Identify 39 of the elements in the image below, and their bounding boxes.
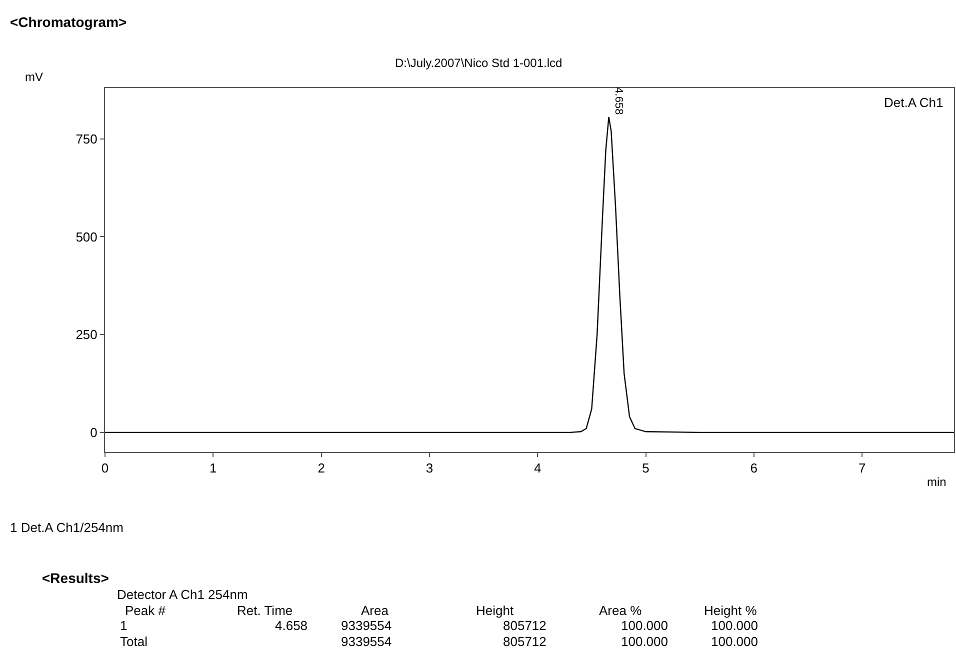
y-axis-title: mV (25, 70, 43, 84)
chart-subtitle: D:\July.2007\Nico Std 1-001.lcd (395, 56, 562, 70)
text: <Results> (42, 570, 109, 586)
text: Peak # (125, 603, 166, 618)
x-tick-label: 7 (858, 460, 866, 476)
text: Area % (599, 603, 642, 618)
text: 100.000 (711, 618, 758, 633)
text: 100.000 (621, 634, 668, 649)
text: Ret. Time (237, 603, 293, 618)
text: Detector A Ch1 254nm (117, 587, 248, 602)
y-tick-label: 0 (90, 424, 98, 440)
text: 805712 (503, 618, 546, 633)
y-tick-label: 250 (76, 327, 98, 342)
annotation: 4.658 (612, 87, 625, 115)
text: 100.000 (621, 618, 668, 633)
text: 1 Det.A Ch1/254nm (10, 520, 124, 535)
y-tick-label: 500 (76, 229, 98, 244)
text: 9339554 (341, 634, 392, 649)
x-tick-label: 4 (534, 460, 542, 476)
text: Area (361, 603, 390, 618)
x-tick-label: 3 (426, 460, 434, 476)
text: Height % (704, 603, 758, 618)
x-axis-title: min (927, 475, 946, 489)
text: 1 (120, 618, 128, 633)
text: 4.658 (275, 618, 308, 633)
text: 9339554 (341, 618, 392, 633)
text: Height (476, 603, 514, 618)
x-tick-label: 1 (210, 460, 217, 476)
x-tick-label: 6 (750, 460, 758, 476)
x-tick-label: 0 (101, 460, 109, 476)
line-series (105, 116, 954, 434)
chart-title: <Chromatogram> (10, 14, 127, 30)
x-tick-label: 2 (318, 460, 325, 476)
text: 100.000 (711, 634, 758, 649)
x-tick-label: 5 (642, 460, 650, 476)
text: Total (120, 634, 148, 649)
y-tick-label: 750 (76, 131, 98, 146)
annotation: Det.A Ch1 (884, 95, 944, 110)
text: 805712 (503, 634, 546, 649)
